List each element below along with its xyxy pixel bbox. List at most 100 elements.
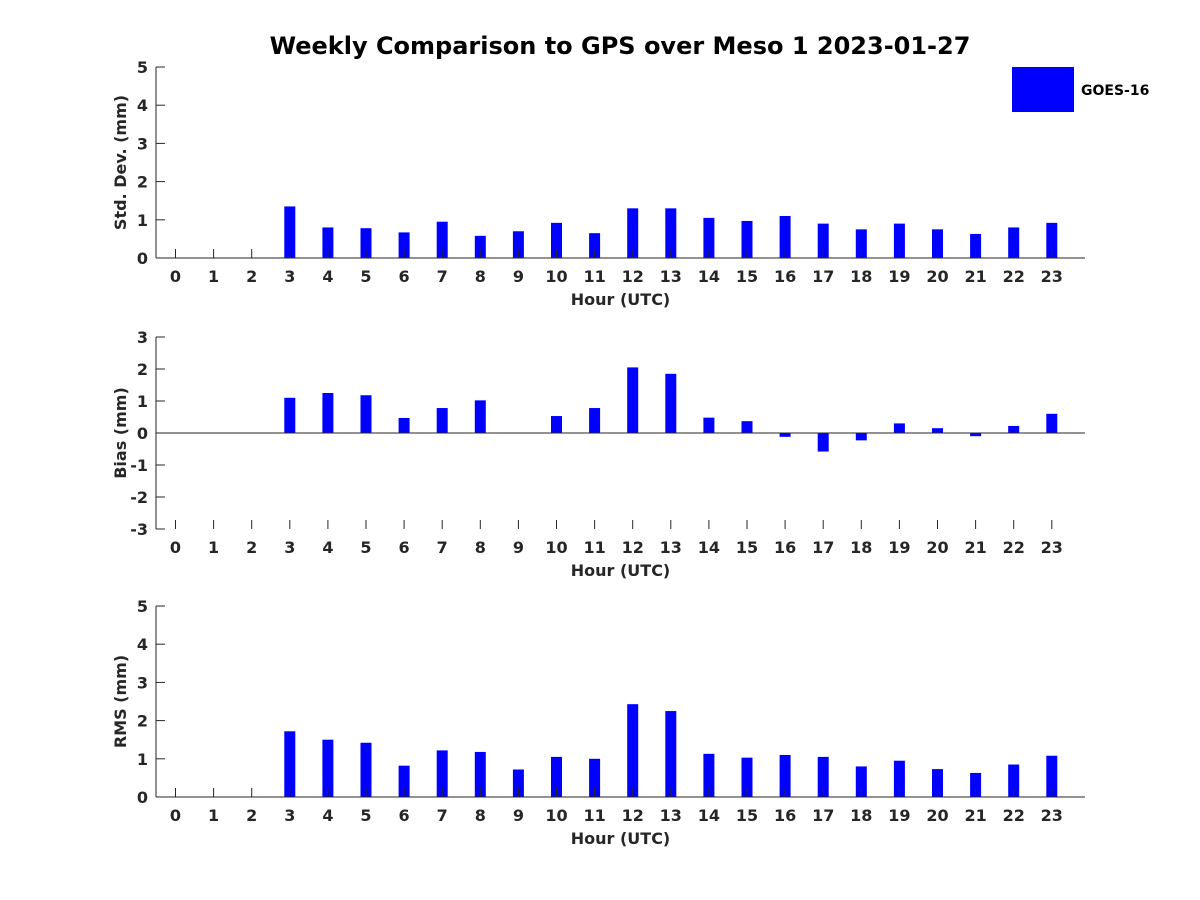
- x-tick-label: 11: [583, 267, 605, 286]
- legend-label: GOES-16: [1081, 83, 1149, 99]
- bar-hour-6: [398, 417, 410, 433]
- bar-hour-17: [817, 756, 829, 797]
- bar-hour-15: [741, 220, 753, 258]
- x-tick-label: 13: [660, 267, 682, 286]
- x-tick-label: 6: [399, 267, 410, 286]
- y-tick-label: 3: [137, 328, 148, 347]
- bar-hour-8: [474, 751, 486, 797]
- y-axis-label: RMS (mm): [111, 655, 130, 748]
- bar-hour-6: [398, 232, 410, 258]
- x-tick-label: 10: [545, 267, 567, 286]
- x-tick-label: 7: [437, 806, 448, 825]
- x-tick-label: 7: [437, 267, 448, 286]
- x-tick-label: 5: [360, 806, 371, 825]
- bar-hour-17: [817, 223, 829, 258]
- x-tick-label: 8: [475, 267, 486, 286]
- x-tick-label: 3: [284, 806, 295, 825]
- bar-hour-18: [855, 229, 867, 258]
- bar-hour-15: [741, 421, 753, 433]
- bar-hour-3: [284, 731, 296, 797]
- bar-hour-22: [1008, 425, 1020, 433]
- y-tick-label: 2: [137, 173, 148, 192]
- x-tick-label: 2: [246, 267, 257, 286]
- x-tick-label: 23: [1041, 267, 1063, 286]
- bar-hour-15: [741, 757, 753, 797]
- bar-hour-14: [703, 217, 715, 258]
- x-tick-label: 17: [812, 267, 834, 286]
- x-tick-label: 8: [475, 806, 486, 825]
- y-tick-label: 5: [137, 58, 148, 77]
- x-tick-label: 11: [583, 538, 605, 557]
- x-tick-label: 19: [888, 538, 910, 557]
- x-tick-label: 19: [888, 267, 910, 286]
- x-tick-label: 22: [1003, 267, 1025, 286]
- legend-swatch: [1012, 67, 1074, 112]
- x-tick-label: 6: [399, 806, 410, 825]
- x-tick-label: 1: [208, 538, 219, 557]
- x-tick-label: 10: [545, 538, 567, 557]
- x-tick-label: 4: [322, 806, 333, 825]
- bar-hour-19: [893, 423, 905, 433]
- x-tick-label: 21: [964, 806, 986, 825]
- figure-title: Weekly Comparison to GPS over Meso 1 202…: [270, 32, 971, 60]
- x-tick-label: 23: [1041, 806, 1063, 825]
- bar-hour-11: [589, 233, 601, 258]
- x-tick-label: 5: [360, 538, 371, 557]
- x-tick-label: 7: [437, 538, 448, 557]
- bar-hour-4: [322, 227, 334, 258]
- bar-hour-8: [474, 235, 486, 258]
- y-tick-label: -1: [130, 456, 148, 475]
- bar-hour-13: [665, 711, 677, 797]
- y-tick-label: -2: [130, 488, 148, 507]
- bar-hour-13: [665, 373, 677, 433]
- x-tick-label: 0: [170, 538, 181, 557]
- x-tick-label: 14: [698, 538, 720, 557]
- x-tick-label: 15: [736, 267, 758, 286]
- bar-hour-5: [360, 395, 372, 433]
- bar-hour-16: [779, 215, 791, 258]
- x-axis-label: Hour (UTC): [571, 561, 671, 580]
- x-tick-label: 16: [774, 538, 796, 557]
- x-tick-label: 0: [170, 806, 181, 825]
- x-tick-label: 11: [583, 806, 605, 825]
- bar-hour-12: [627, 704, 639, 797]
- y-tick-label: 2: [137, 712, 148, 731]
- x-tick-label: 14: [698, 267, 720, 286]
- bar-hour-9: [512, 769, 524, 797]
- x-tick-label: 12: [622, 538, 644, 557]
- legend: GOES-16: [1012, 67, 1149, 112]
- bar-hour-19: [893, 760, 905, 797]
- x-tick-label: 15: [736, 806, 758, 825]
- x-tick-label: 16: [774, 267, 796, 286]
- x-tick-label: 0: [170, 267, 181, 286]
- x-tick-label: 17: [812, 538, 834, 557]
- x-axis-label: Hour (UTC): [571, 290, 671, 309]
- bar-hour-20: [932, 428, 943, 433]
- x-tick-label: 22: [1003, 806, 1025, 825]
- y-tick-label: 0: [137, 424, 148, 443]
- y-tick-label: 0: [137, 249, 148, 268]
- x-tick-label: 20: [926, 267, 948, 286]
- x-tick-label: 4: [322, 538, 333, 557]
- y-tick-label: 3: [137, 134, 148, 153]
- x-tick-label: 21: [964, 538, 986, 557]
- bar-hour-21: [970, 233, 982, 258]
- bar-hour-21: [970, 433, 982, 437]
- bar-hour-23: [1046, 755, 1058, 797]
- x-tick-label: 21: [964, 267, 986, 286]
- x-tick-label: 9: [513, 267, 524, 286]
- x-tick-label: 1: [208, 806, 219, 825]
- bar-hour-10: [551, 756, 562, 797]
- y-axis-label: Bias (mm): [111, 387, 130, 479]
- y-tick-label: 1: [137, 211, 148, 230]
- x-tick-label: 12: [622, 267, 644, 286]
- x-tick-label: 14: [698, 806, 720, 825]
- bar-hour-23: [1046, 413, 1058, 433]
- bar-hour-3: [284, 206, 296, 258]
- x-axis-label: Hour (UTC): [571, 829, 671, 848]
- y-tick-label: 3: [137, 673, 148, 692]
- y-tick-label: 0: [137, 788, 148, 807]
- bar-hour-11: [589, 758, 601, 797]
- bar-hour-14: [703, 753, 715, 797]
